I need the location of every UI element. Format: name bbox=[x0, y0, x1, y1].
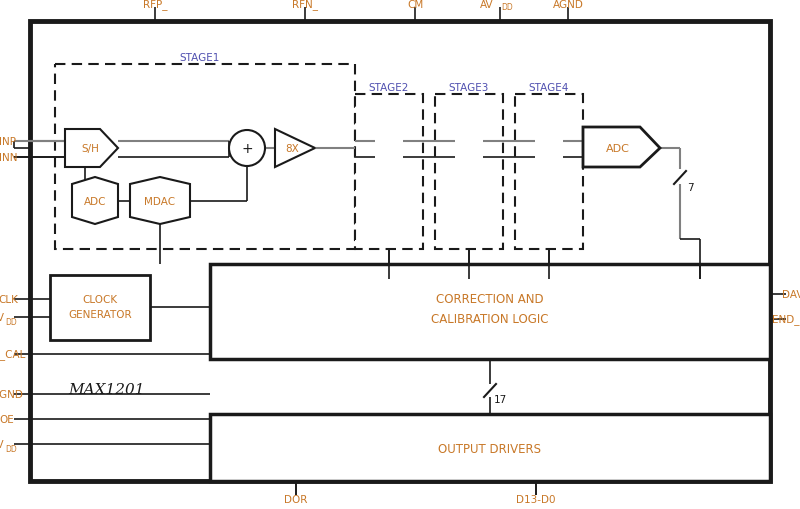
Bar bbox=[55, 65, 355, 249]
Text: END_CAL: END_CAL bbox=[772, 314, 800, 325]
Text: MAX1201: MAX1201 bbox=[68, 382, 145, 396]
Bar bbox=[50, 275, 150, 341]
Text: STAGE3: STAGE3 bbox=[449, 83, 489, 93]
Text: STAGE2: STAGE2 bbox=[369, 83, 409, 93]
Text: ST_CAL: ST_CAL bbox=[0, 349, 26, 360]
Text: RFP_: RFP_ bbox=[142, 0, 167, 10]
Text: CALIBRATION LOGIC: CALIBRATION LOGIC bbox=[431, 313, 549, 326]
Text: 7: 7 bbox=[686, 183, 694, 192]
Bar bbox=[435, 95, 503, 249]
Polygon shape bbox=[275, 130, 315, 167]
Text: DGND: DGND bbox=[0, 389, 23, 399]
Text: DRV: DRV bbox=[0, 439, 4, 449]
Text: DD: DD bbox=[5, 318, 17, 327]
Bar bbox=[210, 265, 770, 359]
Text: DOR: DOR bbox=[284, 494, 308, 504]
Text: INP: INP bbox=[0, 137, 17, 147]
Text: INN: INN bbox=[0, 153, 18, 163]
Bar bbox=[355, 95, 423, 249]
Text: STAGE4: STAGE4 bbox=[529, 83, 569, 93]
Text: CM: CM bbox=[407, 0, 423, 10]
Text: DD: DD bbox=[501, 3, 513, 12]
Text: ADC: ADC bbox=[84, 196, 106, 207]
Text: DD: DD bbox=[5, 445, 17, 454]
Text: CLOCK: CLOCK bbox=[82, 294, 118, 304]
Polygon shape bbox=[72, 178, 118, 224]
Text: MDAC: MDAC bbox=[145, 196, 175, 207]
Text: OE: OE bbox=[0, 414, 14, 424]
Text: D13-D0: D13-D0 bbox=[516, 494, 556, 504]
Text: DAV: DAV bbox=[782, 290, 800, 299]
Text: 8X: 8X bbox=[285, 144, 299, 154]
Text: CORRECTION AND: CORRECTION AND bbox=[436, 293, 544, 306]
Polygon shape bbox=[130, 178, 190, 224]
Text: AV: AV bbox=[480, 0, 494, 10]
Text: GENERATOR: GENERATOR bbox=[68, 309, 132, 319]
Polygon shape bbox=[583, 128, 660, 167]
Text: OUTPUT DRIVERS: OUTPUT DRIVERS bbox=[438, 443, 542, 456]
Bar bbox=[515, 95, 583, 249]
Text: STAGE1: STAGE1 bbox=[180, 53, 220, 63]
Text: ADC: ADC bbox=[606, 144, 630, 154]
Text: RFN_: RFN_ bbox=[292, 0, 318, 10]
Text: DV: DV bbox=[0, 313, 4, 322]
Text: +: + bbox=[241, 142, 253, 156]
Text: S/H: S/H bbox=[81, 144, 99, 154]
Bar bbox=[210, 414, 770, 481]
Polygon shape bbox=[65, 130, 118, 167]
Text: CLK: CLK bbox=[0, 294, 18, 304]
Text: AGND: AGND bbox=[553, 0, 583, 10]
Text: 17: 17 bbox=[494, 394, 506, 404]
